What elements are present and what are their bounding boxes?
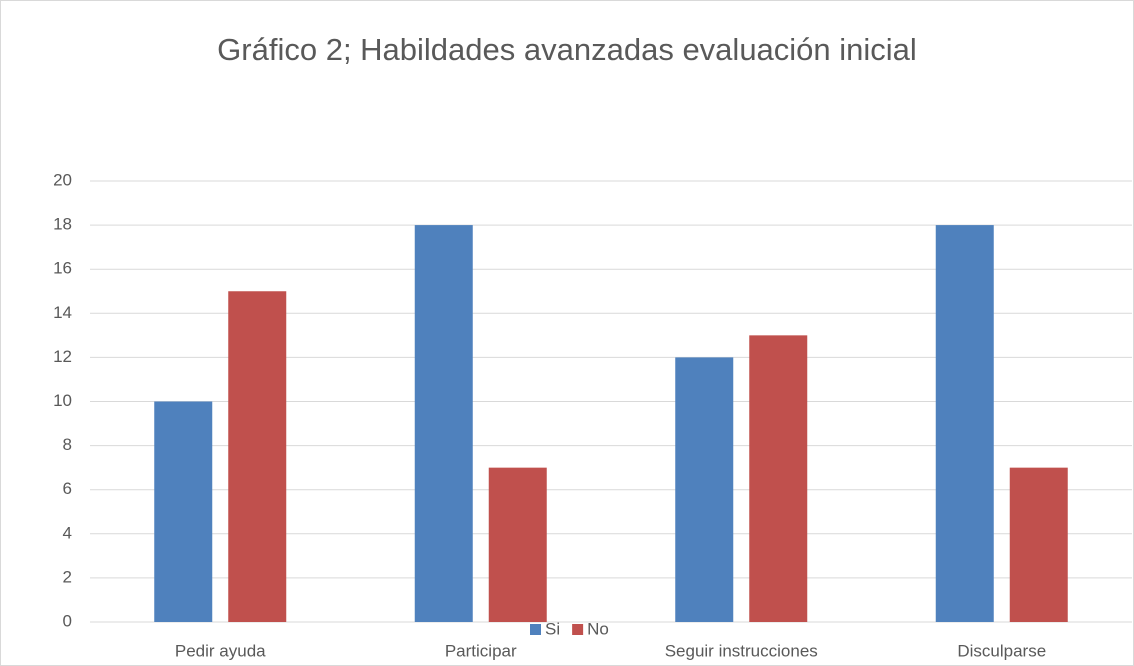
bar — [414, 225, 473, 622]
bar — [1009, 467, 1068, 622]
legend-label: No — [587, 619, 609, 638]
y-tick-label: 18 — [53, 215, 72, 234]
bar — [228, 291, 287, 622]
y-tick-label: 14 — [53, 303, 72, 322]
y-tick-label: 10 — [53, 391, 72, 410]
bar — [935, 225, 994, 622]
bar — [675, 357, 734, 622]
x-tick-label: Pedir ayuda — [175, 641, 266, 660]
y-tick-label: 0 — [63, 611, 72, 630]
y-tick-label: 8 — [63, 435, 72, 454]
legend-swatch — [530, 624, 541, 635]
x-tick-label: Participar — [445, 641, 517, 660]
x-tick-label: Disculparse — [957, 641, 1046, 660]
y-tick-label: 6 — [63, 479, 72, 498]
legend-swatch — [572, 624, 584, 635]
y-tick-label: 20 — [53, 170, 72, 189]
y-tick-label: 16 — [53, 259, 72, 278]
y-tick-label: 2 — [63, 567, 72, 586]
chart-title: Gráfico 2; Habildades avanzadas evaluaci… — [217, 32, 917, 67]
y-tick-label: 12 — [53, 347, 72, 366]
legend-label: Si — [545, 619, 560, 638]
y-tick-label: 4 — [63, 523, 72, 542]
bar — [488, 467, 547, 622]
bar — [154, 401, 213, 622]
x-tick-label: Seguir instrucciones — [665, 641, 818, 660]
bar — [749, 335, 808, 622]
